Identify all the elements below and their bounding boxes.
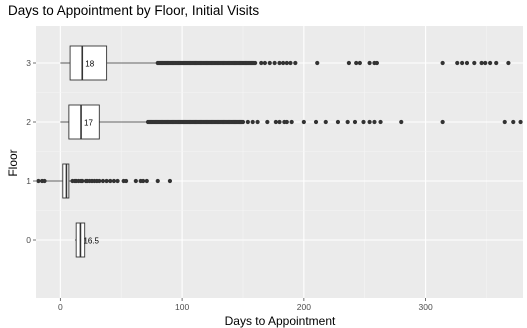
outlier-point xyxy=(399,119,404,125)
outlier-point xyxy=(367,119,372,125)
outlier-point xyxy=(250,119,255,125)
outlier-point xyxy=(378,119,383,125)
x-tick-label: 100 xyxy=(175,302,189,312)
outlier-point xyxy=(108,178,113,184)
outlier-point xyxy=(511,119,516,125)
outlier-point xyxy=(115,178,120,184)
outlier-point xyxy=(440,60,445,66)
outlier-point xyxy=(284,60,289,66)
box-floor-3: 18 xyxy=(60,45,511,81)
outlier-point xyxy=(144,178,149,184)
box-layer: 16.5 17 18 xyxy=(36,45,523,258)
outlier-point xyxy=(301,119,306,125)
outlier-point xyxy=(277,60,282,66)
outlier-point xyxy=(352,119,358,125)
median-label: 17 xyxy=(84,119,93,128)
outlier-point xyxy=(281,60,286,66)
outlier-point xyxy=(288,60,293,66)
outlier-point xyxy=(506,60,511,66)
outlier-point xyxy=(361,119,366,125)
box-floor-2: 17 xyxy=(60,104,523,140)
outlier-point xyxy=(502,119,507,125)
outlier-point xyxy=(265,119,270,125)
outlier-point xyxy=(240,119,246,125)
outlier-point xyxy=(345,119,350,125)
box-floor-0: 16.5 xyxy=(74,222,100,258)
outlier-point xyxy=(272,60,277,66)
outlier-point xyxy=(267,60,272,66)
chart-title: Days to Appointment by Floor, Initial Vi… xyxy=(8,3,260,18)
outlier-point xyxy=(100,178,106,184)
outlier-point xyxy=(262,60,267,66)
plot-panel xyxy=(36,26,523,298)
outlier-point xyxy=(255,119,260,125)
outlier-point xyxy=(483,60,488,66)
outlier-point xyxy=(42,178,47,184)
outlier-point xyxy=(374,60,379,66)
box-floor-1 xyxy=(36,163,173,199)
y-tick-label: 0 xyxy=(26,235,31,245)
outlier-point xyxy=(141,178,146,184)
outlier-point xyxy=(277,119,282,125)
y-tick-label: 1 xyxy=(26,176,31,186)
outlier-point xyxy=(133,178,138,184)
outlier-point xyxy=(354,60,359,66)
outlier-point xyxy=(455,60,460,66)
median-label: 18 xyxy=(85,60,94,69)
outlier-point xyxy=(245,119,250,125)
outlier-point xyxy=(372,119,377,125)
outlier-point xyxy=(313,119,319,125)
outlier-point xyxy=(253,60,258,66)
outlier-point xyxy=(111,178,117,184)
outlier-point xyxy=(479,60,484,66)
outlier-point xyxy=(273,119,278,125)
x-tick-label: 300 xyxy=(419,302,433,312)
outlier-point xyxy=(460,60,465,66)
outlier-point xyxy=(315,60,320,66)
x-axis-label: Days to Appointment xyxy=(225,314,336,328)
outlier-point xyxy=(440,119,445,125)
outlier-point xyxy=(155,178,160,184)
y-tick-label: 2 xyxy=(26,117,31,127)
outlier-point xyxy=(494,60,499,66)
outlier-point xyxy=(335,119,341,125)
y-tick-label: 3 xyxy=(26,58,31,68)
outlier-point xyxy=(464,60,470,66)
x-tick-label: 200 xyxy=(297,302,311,312)
outlier-point xyxy=(259,60,264,66)
outlier-point xyxy=(367,60,372,66)
outlier-point xyxy=(488,60,493,66)
outlier-point xyxy=(284,119,289,125)
box-iqr xyxy=(68,104,100,140)
outlier-point xyxy=(289,119,294,125)
outlier-point xyxy=(472,60,477,66)
outlier-point xyxy=(104,178,109,184)
box-iqr xyxy=(69,45,108,81)
median-label: 16.5 xyxy=(83,237,99,246)
outlier-point xyxy=(36,178,41,184)
y-axis-label: Floor xyxy=(6,149,20,176)
outlier-point xyxy=(346,60,351,66)
outlier-point xyxy=(293,60,298,66)
outlier-point xyxy=(357,60,362,66)
outlier-point xyxy=(518,119,523,125)
x-tick-label: 0 xyxy=(58,302,63,312)
outlier-point xyxy=(97,178,102,184)
outlier-point xyxy=(167,178,173,184)
outlier-point xyxy=(123,178,129,184)
outlier-point xyxy=(323,119,328,125)
axes: 0 100 200 300 0 1 2 3 xyxy=(26,58,433,312)
outlier-point xyxy=(80,178,85,184)
